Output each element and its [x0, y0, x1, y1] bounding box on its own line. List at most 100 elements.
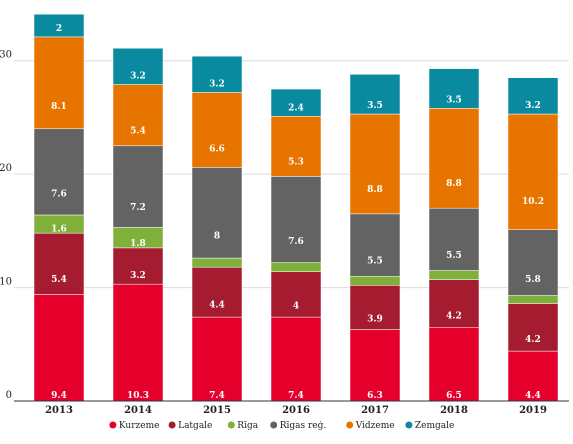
bar-segment-latgale-2017	[349, 285, 401, 330]
bar-segment-latgale-2013	[33, 232, 85, 295]
data-label: 7.4	[209, 391, 225, 401]
bar-segment-r-ga-2017	[349, 275, 401, 286]
bar-segment-r-gas-re--2017	[349, 213, 401, 277]
bar-segment-zemgale-2014	[112, 47, 164, 85]
data-label: 3.2	[130, 271, 146, 281]
data-label: 3.2	[130, 72, 146, 82]
bar-segment-r-ga-2018	[428, 270, 480, 280]
bar-segment-zemgale-2016	[270, 88, 322, 117]
x-tick-label: 2017	[361, 405, 389, 416]
bar-segment-vidzeme-2015	[191, 92, 243, 168]
data-label: 5.4	[130, 126, 146, 136]
data-label: 4.4	[525, 391, 541, 401]
legend-label: Latgale	[178, 421, 212, 431]
bar-segment-kurzeme-2016	[270, 316, 322, 402]
data-label: 3.2	[209, 79, 225, 89]
data-label: 6.5	[446, 391, 462, 401]
legend-marker	[405, 421, 413, 429]
bar-segment-vidzeme-2017	[349, 113, 401, 215]
bar-segment-r-gas-re--2015	[191, 167, 243, 259]
bar-segment-kurzeme-2014	[112, 283, 164, 402]
data-label: 1.6	[51, 225, 67, 235]
x-tick-label: 2015	[203, 405, 231, 416]
data-label: 4.2	[525, 335, 541, 345]
data-label: 3.2	[525, 101, 541, 111]
data-label: 6.3	[367, 391, 383, 401]
legend: Kurzeme Latgale Rīga Rīgas reģ. Vidzeme Zemga…	[109, 421, 454, 431]
bar-segment-r-gas-re--2019	[507, 229, 559, 296]
y-tick-label: 30	[0, 50, 12, 61]
x-tick-label: 2014	[124, 405, 152, 416]
data-label: 4	[293, 302, 299, 312]
y-tick-label: 0	[6, 390, 12, 401]
data-label: 3.5	[367, 101, 383, 111]
legend-label: Kurzeme	[119, 421, 160, 431]
legend-marker	[346, 421, 354, 429]
x-tick-label: 2019	[519, 405, 547, 416]
x-tick-label: 2013	[45, 405, 73, 416]
y-tick-label: 20	[0, 163, 12, 174]
data-label: 5.5	[446, 251, 462, 261]
data-label: 10.3	[127, 391, 149, 401]
bar-segment-zemgale-2019	[507, 77, 559, 115]
bar-segment-vidzeme-2016	[270, 116, 322, 177]
bar-segment-vidzeme-2018	[428, 108, 480, 209]
bar-segment-kurzeme-2017	[349, 329, 401, 402]
axes: 0 10 20 30 2013 2014 2015 2016 2017 2018 2019	[0, 50, 569, 416]
data-label: 3.5	[446, 95, 462, 105]
y-tick-label: 10	[0, 277, 12, 288]
bar-segment-zemgale-2013	[33, 13, 85, 38]
bars	[33, 13, 559, 402]
data-label: 1.8	[130, 239, 146, 249]
data-label: 8.8	[367, 185, 383, 195]
data-label: 5.8	[525, 275, 541, 285]
data-label: 3.9	[367, 314, 383, 324]
bar-segment-kurzeme-2013	[33, 294, 85, 402]
legend-label: Vidzeme	[355, 421, 395, 431]
bar-segment-latgale-2016	[270, 271, 322, 318]
legend-marker	[109, 421, 117, 429]
bar-segment-kurzeme-2015	[191, 316, 243, 402]
data-label: 7.4	[288, 391, 304, 401]
bar-segment-r-ga-2015	[191, 257, 243, 268]
legend-marker	[270, 421, 278, 429]
data-label: 8	[214, 231, 220, 241]
bar-segment-latgale-2018	[428, 279, 480, 328]
data-label: 4.4	[209, 301, 225, 311]
data-label: 2.4	[288, 103, 304, 113]
bar-segment-vidzeme-2014	[112, 84, 164, 147]
bar-segment-kurzeme-2019	[507, 350, 559, 402]
data-labels: 9.4 5.4 1.6 7.6 8.1 2 10.3 3.2 1.8 7.2 5.4 3.2 7.4 4.…	[51, 24, 544, 401]
bar-segment-r-ga-2019	[507, 295, 559, 304]
legend-label: Rīgas reģ.	[280, 421, 327, 431]
data-label: 7.2	[130, 203, 146, 213]
legend-marker	[168, 421, 176, 429]
bar-segment-vidzeme-2013	[33, 36, 85, 130]
legend-label: Rīga	[237, 421, 258, 431]
data-label: 6.6	[209, 145, 225, 155]
bar-segment-vidzeme-2019	[507, 113, 559, 230]
bar-segment-zemgale-2015	[191, 55, 243, 93]
data-label: 9.4	[51, 391, 67, 401]
bar-segment-r-gas-re--2014	[112, 145, 164, 228]
data-label: 5.4	[51, 275, 67, 285]
data-label: 4.2	[446, 311, 462, 321]
bar-segment-latgale-2014	[112, 247, 164, 285]
bar-segment-zemgale-2017	[349, 74, 401, 115]
bar-segment-r-ga-2016	[270, 262, 322, 272]
data-label: 10.2	[522, 197, 544, 207]
data-label: 2	[56, 24, 62, 34]
legend-marker	[227, 421, 235, 429]
x-tick-label: 2018	[440, 405, 468, 416]
bar-segment-r-gas-re--2018	[428, 207, 480, 271]
bar-segment-r-gas-re--2013	[33, 128, 85, 216]
legend-label: Zemgale	[415, 421, 454, 431]
data-label: 8.1	[51, 102, 67, 112]
bar-segment-zemgale-2018	[428, 68, 480, 109]
bar-segment-latgale-2019	[507, 303, 559, 352]
x-tick-label: 2016	[282, 405, 310, 416]
data-label: 7.6	[288, 237, 304, 247]
data-label: 7.6	[51, 189, 67, 199]
